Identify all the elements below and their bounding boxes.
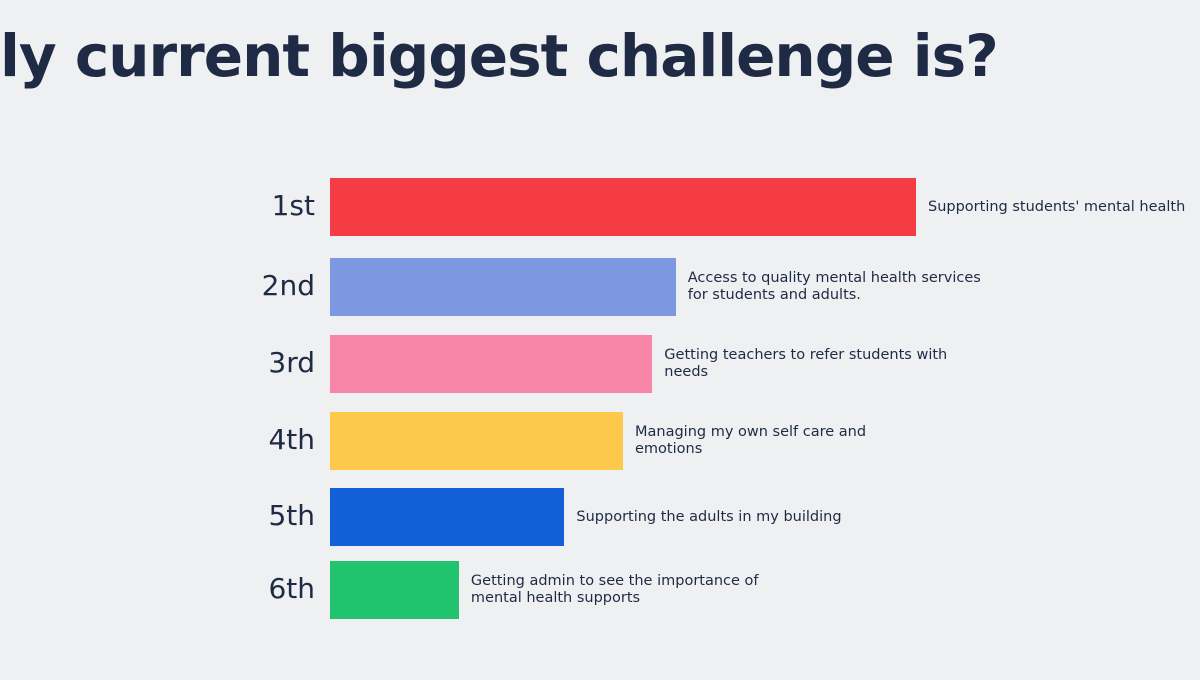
bar-label: Getting admin to see the importance of m…: [470, 573, 759, 606]
rank-label: 2nd: [261, 269, 315, 302]
bar-label: Getting teachers to refer students with …: [664, 347, 948, 380]
bar-label: Access to quality mental health services…: [687, 270, 981, 303]
rank-label: 6th: [268, 572, 315, 605]
rank-label: 5th: [268, 499, 315, 532]
rank-label: 1st: [271, 189, 315, 222]
bar-label: Supporting students' mental health: [928, 198, 1186, 215]
rank-label: 3rd: [268, 346, 315, 379]
bar: [330, 561, 459, 619]
bar-label: Managing my own self care and emotions: [635, 424, 867, 457]
bar: [330, 335, 653, 393]
chart-title: ly current biggest challenge is?: [0, 22, 999, 90]
bar: [330, 488, 565, 546]
bar: [330, 412, 623, 470]
bar-label: Supporting the adults in my building: [576, 508, 842, 525]
bar: [330, 178, 916, 236]
bar: [330, 258, 676, 316]
rank-label: 4th: [268, 423, 315, 456]
